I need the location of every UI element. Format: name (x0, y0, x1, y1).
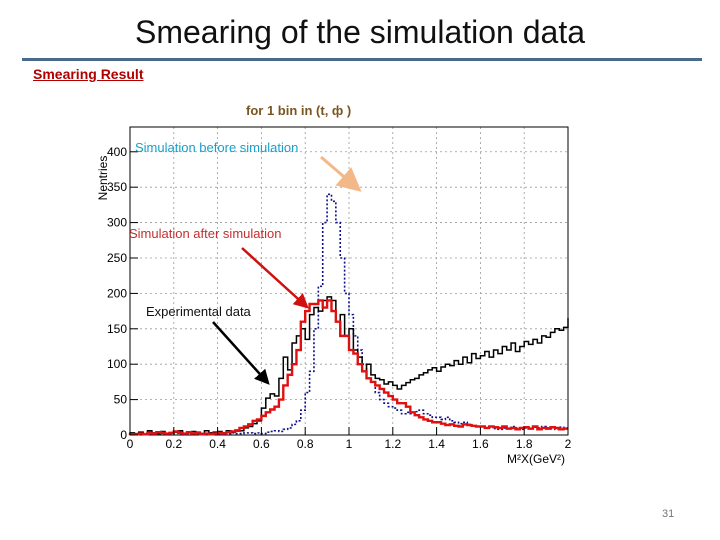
y-tick-label: 400 (107, 145, 127, 159)
y-tick-label: 50 (114, 393, 128, 407)
y-tick-label: 200 (107, 286, 127, 300)
x-tick-label: 2 (565, 437, 572, 451)
x-axis-label: M²X(GeV²) (507, 452, 565, 466)
x-tick-label: 0.4 (209, 437, 226, 451)
y-tick-label: 350 (107, 180, 127, 194)
x-tick-label: 1.4 (428, 437, 445, 451)
x-tick-label: 1.2 (384, 437, 401, 451)
series-layer (128, 193, 569, 436)
after-histogram (128, 299, 568, 436)
experimental-arrow (212, 321, 270, 385)
axis-ticks: 0 0.2 0.4 0.6 0.8 1 1.2 1.4 1.6 1.8 2 0 50 100 150 200 2… (107, 145, 572, 451)
x-tick-label: 1.6 (472, 437, 489, 451)
x-tick-label: 0 (127, 437, 134, 451)
before-simulation-label: Simulation before simulation (135, 140, 298, 155)
title-divider (22, 58, 702, 61)
after-simulation-label: Simulation after simulation (129, 226, 281, 241)
x-tick-label: 0.8 (297, 437, 314, 451)
experimental-data-label: Experimental data (146, 304, 252, 319)
slide-title: Smearing of the simulation data (134, 14, 586, 50)
y-tick-label: 150 (107, 322, 127, 336)
chart-grid (129, 127, 569, 436)
y-tick-label: 0 (120, 428, 127, 442)
before-histogram (129, 193, 568, 436)
y-tick-label: 250 (107, 251, 127, 265)
after-arrow (241, 247, 309, 309)
x-tick-label: 0.6 (253, 437, 270, 451)
y-axis-label: Nentries (96, 156, 110, 201)
x-tick-label: 1 (346, 437, 353, 451)
slide-subtitle: Smearing Result (33, 66, 144, 82)
before-arrow (320, 155, 362, 192)
bin-note: for 1 bin in (t, ф ) (246, 103, 352, 118)
y-tick-label: 100 (107, 357, 127, 371)
page-number: 31 (662, 508, 675, 520)
x-tick-label: 1.8 (516, 437, 533, 451)
y-tick-label: 300 (107, 216, 127, 230)
x-tick-label: 0.2 (165, 437, 182, 451)
